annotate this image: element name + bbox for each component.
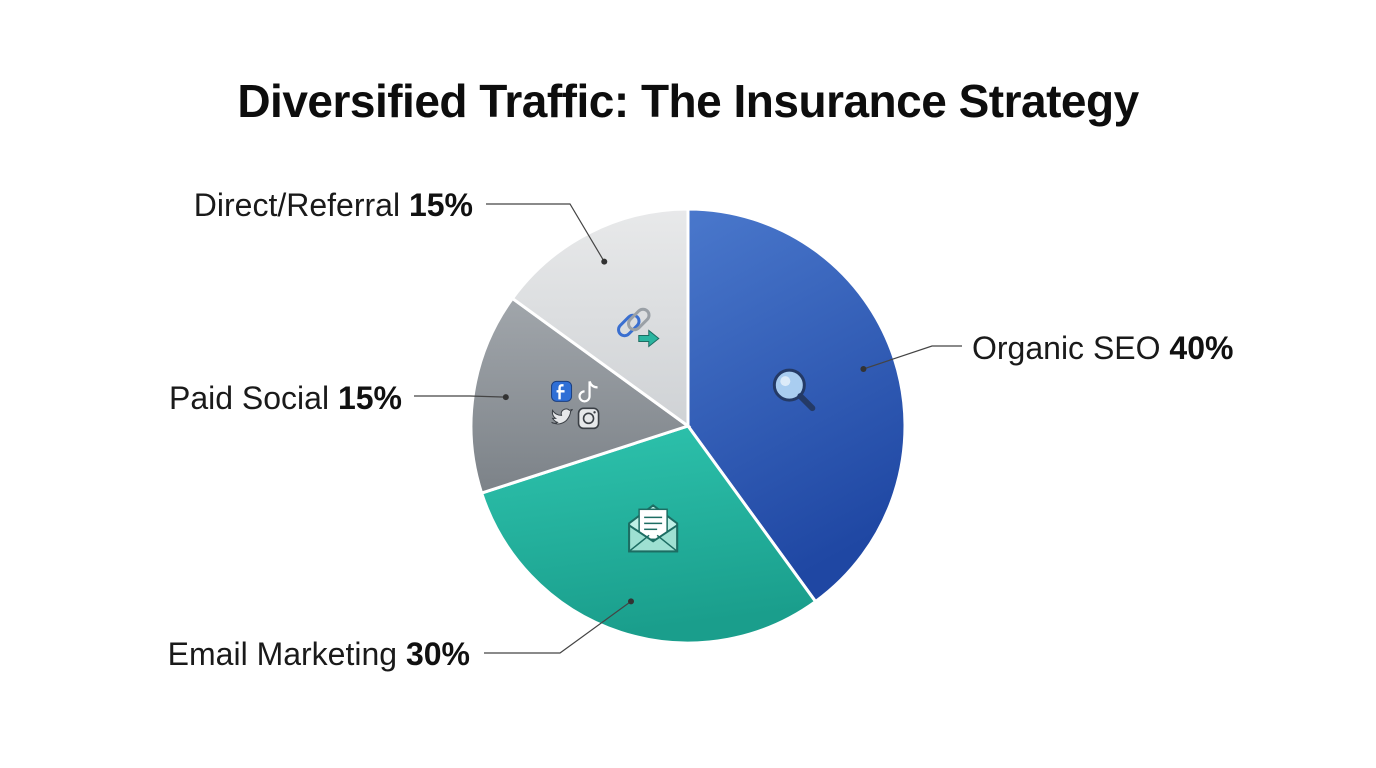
leader-line-direct-referral [486, 203, 605, 262]
slice-label-email-marketing: Email Marketing [168, 636, 406, 672]
slice-direct-referral [510, 207, 690, 429]
leader-dot-paid-social [502, 394, 509, 401]
data-label-email-marketing: Email Marketing 30% [168, 636, 470, 672]
leader-line-email-marketing [484, 600, 632, 654]
leader-dot-direct-referral [601, 258, 608, 265]
slice-value-direct-referral: 15% [409, 187, 473, 223]
leader-line-paid-social [414, 395, 506, 398]
slice-label-direct-referral: Direct/Referral [194, 187, 409, 223]
slice-value-email-marketing: 30% [406, 636, 470, 672]
data-label-paid-social: Paid Social 15% [169, 380, 402, 416]
leader-dot-email-marketing [628, 598, 635, 605]
slice-value-paid-social: 15% [338, 380, 402, 416]
data-label-organic-seo: Organic SEO 40% [972, 330, 1233, 366]
tiktok-icon [578, 380, 598, 403]
data-label-direct-referral: Direct/Referral 15% [194, 187, 473, 223]
instagram-icon [577, 407, 600, 430]
slice-label-organic-seo: Organic SEO [972, 330, 1169, 366]
slice-value-organic-seo: 40% [1169, 330, 1233, 366]
leader-dot-organic-seo [860, 366, 867, 373]
social-media-icons [551, 380, 600, 430]
leader-line-organic-seo [863, 345, 962, 370]
slice-label-paid-social: Paid Social [169, 380, 338, 416]
search-icon [772, 368, 816, 412]
link-arrow-icon [617, 307, 660, 348]
chart-title: Diversified Traffic: The Insurance Strat… [237, 75, 1139, 127]
envelope-icon [628, 504, 679, 553]
twitter-icon [551, 408, 573, 425]
facebook-icon [551, 380, 573, 402]
